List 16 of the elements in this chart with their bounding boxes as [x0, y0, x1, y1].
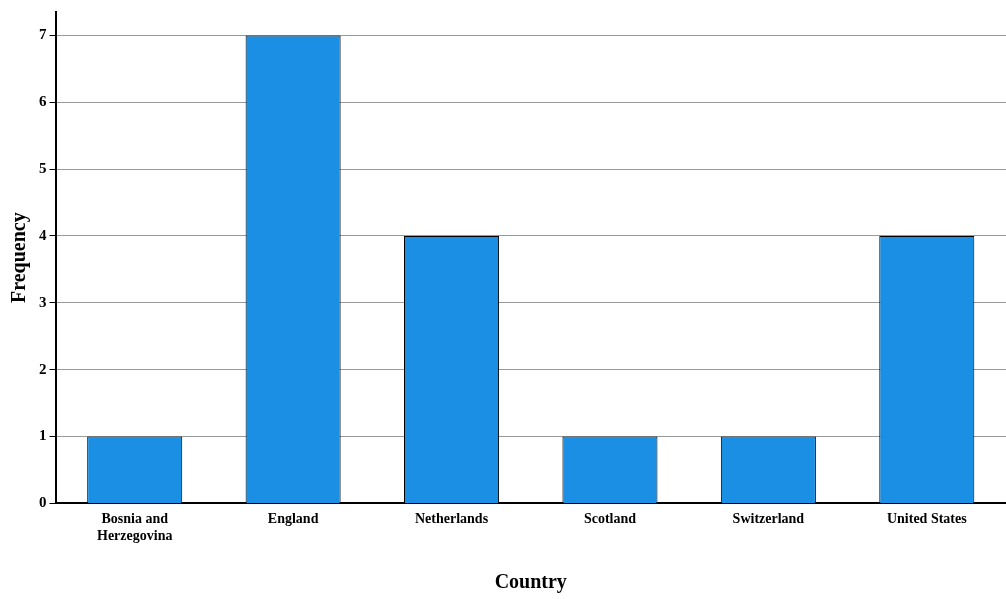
y-tick-label: 2 [39, 360, 47, 377]
x-axis-title: Country [494, 570, 567, 594]
x-tick-label: Bosnia and Herzegovina [97, 511, 173, 544]
x-tick-label: England [267, 511, 319, 527]
x-tick-label: Netherlands [414, 511, 489, 527]
x-tick-label: United States [886, 511, 968, 527]
y-tick-label: 0 [39, 494, 47, 511]
y-tick-label: 5 [39, 159, 47, 176]
x-tick-label: Scotland [583, 511, 637, 527]
y-tick-label: 3 [39, 293, 47, 310]
y-tick-label: 4 [39, 226, 47, 243]
x-tick-label: Switzerland [732, 511, 805, 527]
y-axis-title: Frequency [7, 212, 31, 304]
y-tick-label: 1 [39, 427, 47, 444]
y-tick-label: 7 [39, 26, 47, 43]
y-tick-label: 6 [39, 93, 47, 110]
